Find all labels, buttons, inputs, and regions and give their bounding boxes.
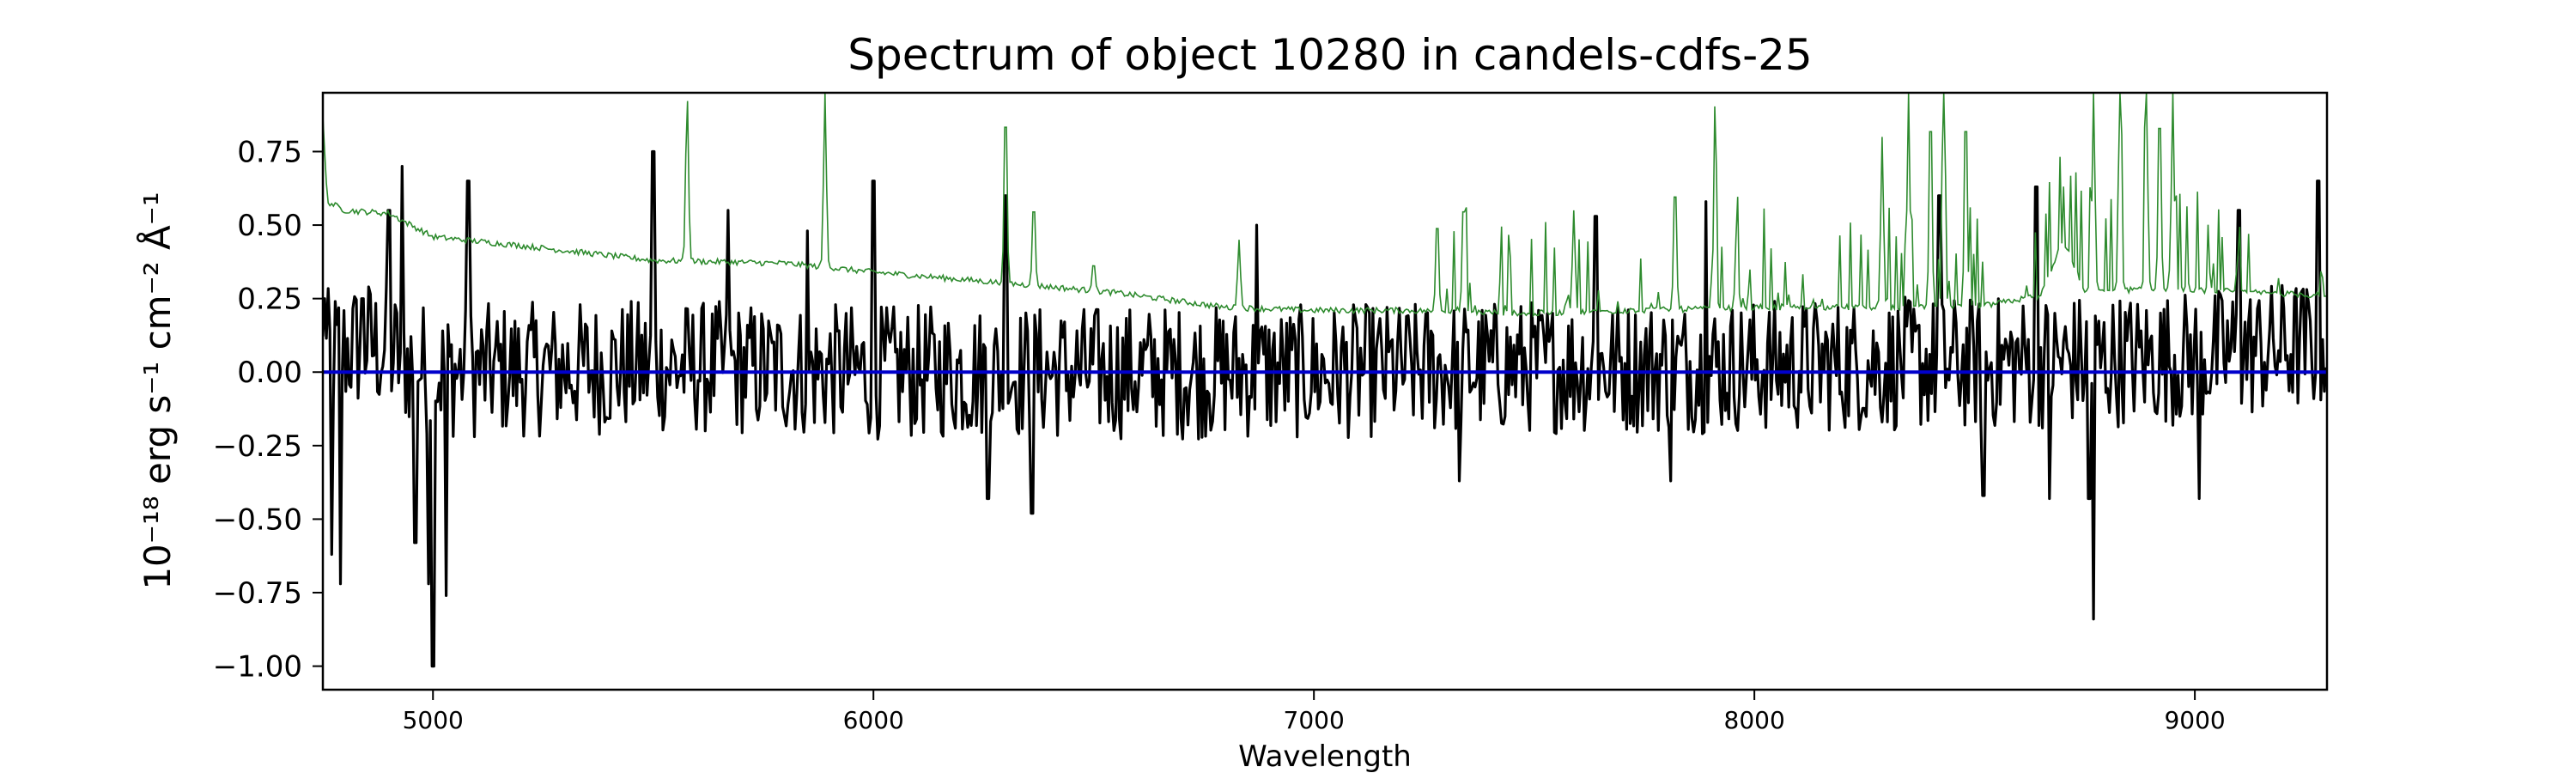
y-tick-label: 0.75 <box>237 135 302 169</box>
plot-border <box>321 91 2329 691</box>
x-tick-label: 9000 <box>2164 706 2225 734</box>
x-axis: 5000 6000 7000 8000 9000 <box>403 690 2226 734</box>
y-axis: 0.75 0.50 0.25 0.00 −0.25 −0.50 −0.75 −1.00 <box>213 135 323 685</box>
chart-title: Spectrum of object 10280 in candels-cdfs… <box>848 30 1813 80</box>
series-layer <box>323 93 2327 668</box>
x-tick-label: 5000 <box>403 706 464 734</box>
y-tick-label: −1.00 <box>213 650 302 685</box>
y-axis-label: 10⁻¹⁸ erg s⁻¹ cm⁻² Å⁻¹ <box>136 192 179 589</box>
y-tick-label: −0.25 <box>213 429 302 464</box>
x-tick-label: 8000 <box>1724 706 1785 734</box>
plot-area <box>321 91 2329 691</box>
y-tick-label: 0.25 <box>237 283 302 317</box>
x-tick-label: 7000 <box>1284 706 1345 734</box>
x-tick-label: 6000 <box>843 706 904 734</box>
x-axis-label: Wavelength <box>1238 740 1412 773</box>
y-tick-label: −0.50 <box>213 502 302 537</box>
y-tick-label: 0.50 <box>237 209 302 243</box>
y-tick-label: −0.75 <box>213 576 302 611</box>
y-tick-label: 0.00 <box>237 356 302 390</box>
sky-spectrum-line <box>323 93 2327 318</box>
